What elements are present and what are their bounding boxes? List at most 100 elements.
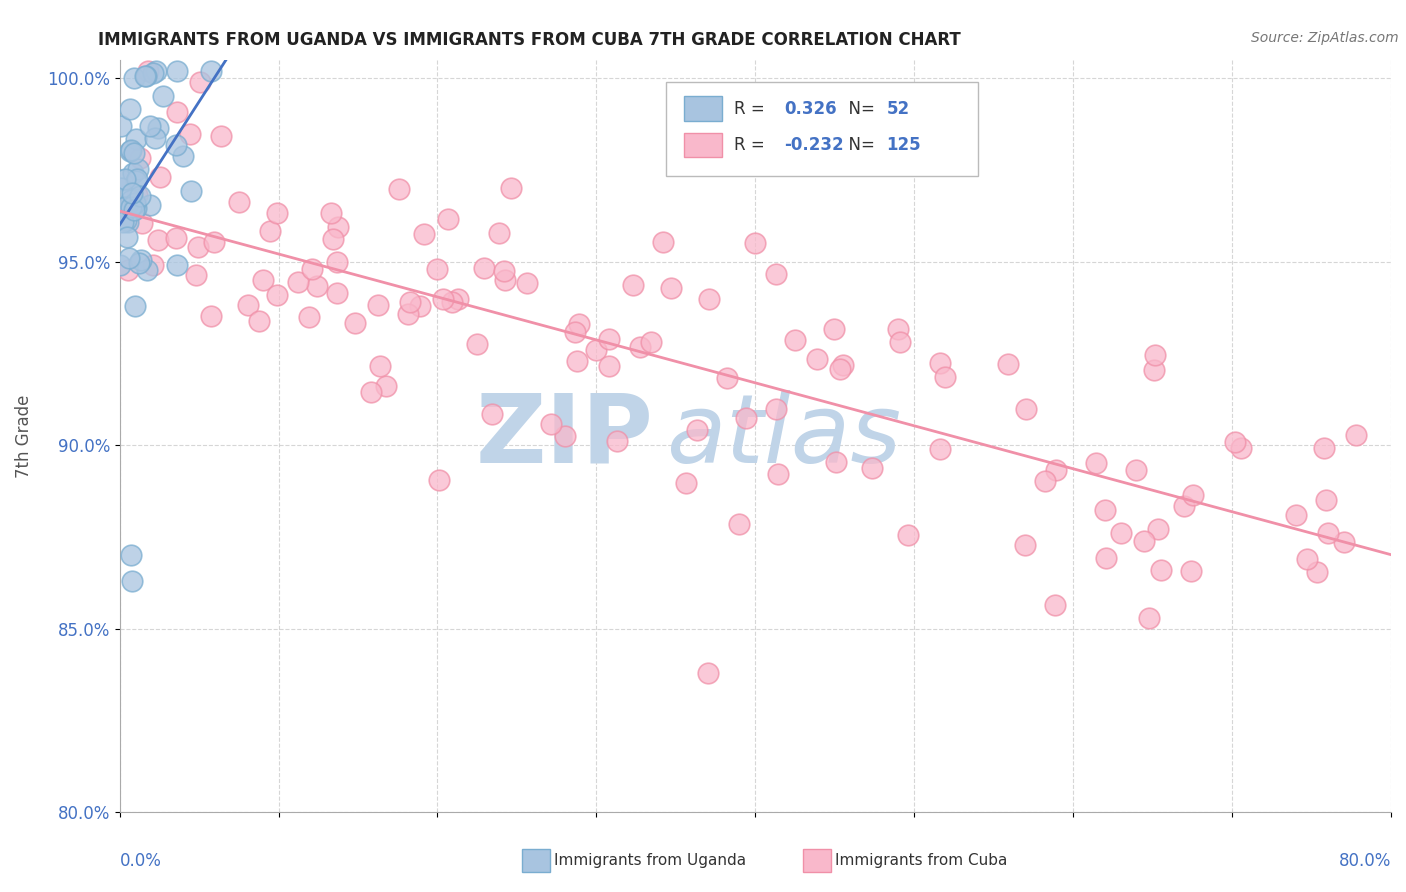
Point [427,473,450,487]
Point [806,351,828,366]
Point [135,70,157,84]
Point [1230,441,1253,455]
Point [139,119,162,133]
Point [766,467,789,481]
Point [287,275,309,289]
Point [568,317,591,331]
Point [785,333,807,347]
Point [120,193,142,207]
Point [165,137,187,152]
Point [125,174,148,188]
Point [1295,552,1317,566]
Point [110,172,132,186]
Point [686,423,709,437]
Point [328,219,350,234]
Point [266,205,288,219]
Point [765,267,787,281]
Point [621,277,644,292]
Text: 125: 125 [886,136,921,153]
Point [125,188,148,202]
Point [1085,456,1108,470]
Text: 52: 52 [886,100,910,118]
Point [139,198,162,212]
Point [152,89,174,103]
Point [447,292,470,306]
Point [494,263,516,277]
Point [934,370,956,384]
Point [437,211,460,226]
Text: 80.0%: 80.0% [1339,852,1391,870]
Point [110,120,132,134]
Point [127,172,149,186]
Point [1137,611,1160,625]
Point [565,354,588,368]
Point [585,343,607,357]
Point [409,299,432,313]
Point [640,334,662,349]
Point [1045,462,1067,476]
Point [166,63,188,78]
Point [122,166,145,180]
Point [1146,522,1168,536]
Point [501,180,523,194]
Point [124,196,146,211]
Point [252,273,274,287]
Text: Immigrants from Cuba: Immigrants from Cuba [835,854,1008,868]
Point [368,359,391,373]
Point [1014,538,1036,552]
Point [131,252,153,267]
Point [127,162,149,177]
Point [889,334,911,349]
Point [367,298,389,312]
Point [117,262,139,277]
Point [744,236,766,251]
Point [128,255,150,269]
Point [1045,598,1067,612]
Point [824,455,846,469]
Text: atlas: atlas [666,390,901,483]
Point [326,285,349,300]
Point [1133,534,1156,549]
Point [120,200,142,214]
Point [564,326,586,340]
Point [134,69,156,83]
Point [716,371,738,385]
Point [1095,551,1118,566]
Point [897,528,920,542]
Point [166,258,188,272]
Point [131,217,153,231]
Point [652,235,675,250]
Point [472,260,495,275]
Text: N=: N= [838,100,880,118]
Point [628,340,651,354]
Y-axis label: 7th Grade: 7th Grade [15,394,32,478]
FancyBboxPatch shape [685,133,723,157]
Point [142,65,165,79]
Point [165,230,187,244]
Point [121,186,143,200]
Point [172,149,194,163]
Point [675,475,697,490]
Point [831,358,853,372]
Point [129,151,152,165]
Point [142,258,165,272]
Point [696,665,718,680]
Point [659,281,682,295]
Point [136,63,159,78]
Point [1033,474,1056,488]
Point [128,189,150,203]
Point [148,233,170,247]
Point [124,299,146,313]
Point [117,215,139,229]
Point [259,224,281,238]
Point [247,313,270,327]
Point [117,251,139,265]
Point [236,298,259,312]
Point [516,276,538,290]
Point [1180,565,1202,579]
Point [929,442,952,457]
Point [125,201,148,215]
Point [1315,492,1337,507]
Point [114,171,136,186]
Point [1285,508,1308,523]
